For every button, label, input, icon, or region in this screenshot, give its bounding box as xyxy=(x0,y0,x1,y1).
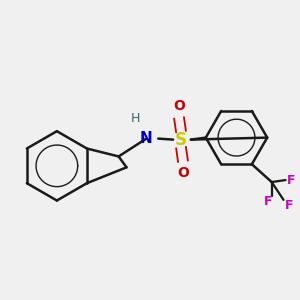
Text: N: N xyxy=(140,131,153,146)
Text: O: O xyxy=(177,166,189,180)
Text: F: F xyxy=(287,174,296,187)
Text: S: S xyxy=(175,130,187,148)
Text: F: F xyxy=(263,195,272,208)
Text: H: H xyxy=(131,112,140,125)
Text: O: O xyxy=(173,99,185,113)
Text: F: F xyxy=(285,199,294,212)
